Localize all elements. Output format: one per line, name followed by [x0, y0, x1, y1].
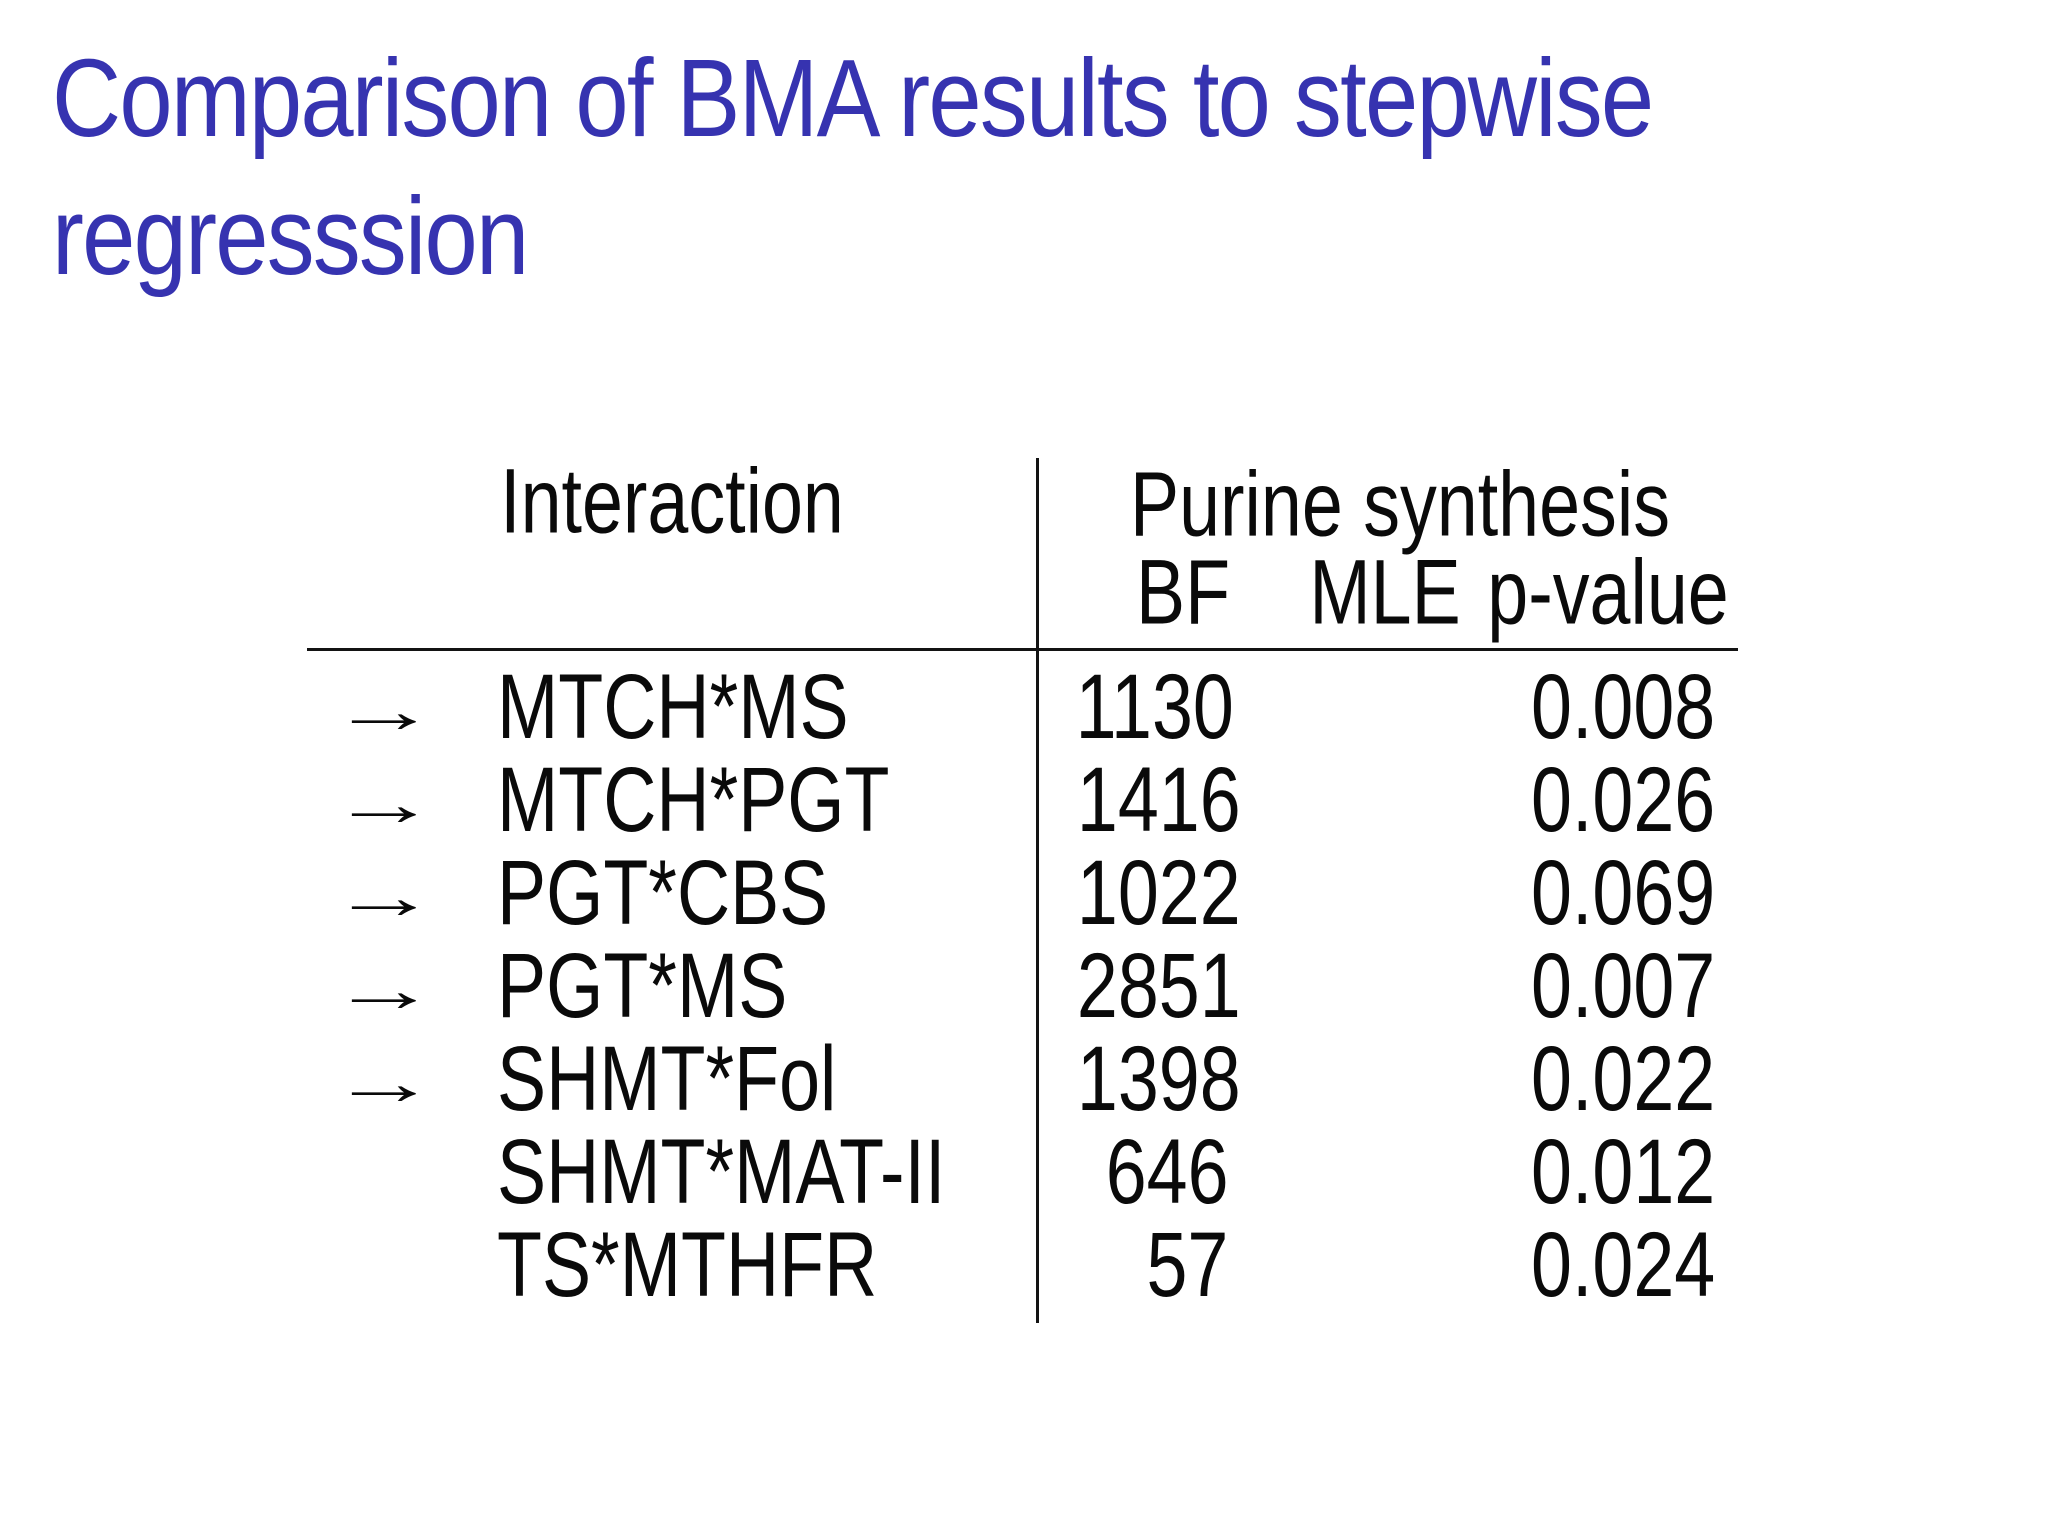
column-header-pvalue: p-value [1487, 541, 1729, 644]
selected-arrow-cell: → [307, 1027, 460, 1132]
column-header-bf: BF [1135, 541, 1231, 644]
interaction-cell: PGT*CBS [497, 842, 829, 944]
table-row: → MTCH*PGT 1416 0.026 [307, 748, 1738, 851]
selected-arrow-cell: → [307, 655, 460, 760]
bf-cell: 1416 [1076, 749, 1241, 851]
table-row: → PGT*CBS 1022 0.069 [307, 841, 1738, 944]
mle-cell [1250, 1120, 1480, 1225]
bf-cell: 1130 [1075, 656, 1234, 758]
table-row: SHMT*MAT-II 646 0.012 [307, 1120, 1738, 1223]
interaction-cell: MTCH*MS [497, 656, 849, 758]
mle-cell [1250, 1213, 1480, 1318]
interaction-cell: MTCH*PGT [497, 749, 890, 851]
bf-cell: 2851 [1076, 935, 1241, 1037]
pvalue-cell: 0.026 [1530, 749, 1715, 851]
interaction-cell: PGT*MS [497, 935, 788, 1037]
results-table: → MTCH*MS 1130 0.008 → MTCH*PGT 1416 0.0… [307, 655, 1738, 1316]
table-row: TS*MTHFR 57 0.024 [307, 1213, 1738, 1316]
pvalue-cell: 0.008 [1530, 656, 1715, 758]
rightarrow-icon: → [329, 768, 438, 839]
selected-arrow-cell: → [307, 748, 460, 853]
bf-cell: 1398 [1076, 1028, 1241, 1130]
bf-cell: 57 [1146, 1214, 1228, 1316]
column-header-interaction: Interaction [500, 450, 844, 553]
pvalue-cell: 0.012 [1530, 1121, 1715, 1223]
selected-arrow-cell: → [307, 934, 460, 1039]
mle-cell [1250, 934, 1480, 1039]
pvalue-cell: 0.007 [1530, 935, 1715, 1037]
rightarrow-icon: → [329, 1047, 438, 1118]
table-header-horizontal-rule [307, 648, 1738, 651]
interaction-cell: SHMT*MAT-II [497, 1121, 946, 1223]
interaction-cell: SHMT*Fol [497, 1028, 837, 1130]
table-row: → MTCH*MS 1130 0.008 [307, 655, 1738, 758]
selected-arrow-cell [307, 1120, 460, 1225]
bf-cell: 1022 [1076, 842, 1241, 944]
slide-title-line-2: regresssion [52, 175, 529, 298]
rightarrow-icon: → [329, 861, 438, 932]
slide-title: Comparison of BMA results to stepwise re… [52, 30, 1654, 306]
rightarrow-icon: → [329, 675, 438, 746]
selected-arrow-cell [307, 1213, 460, 1318]
pvalue-cell: 0.024 [1530, 1214, 1715, 1316]
slide-title-line-1: Comparison of BMA results to stepwise [52, 37, 1654, 160]
column-group-header-purine-synthesis: Purine synthesis [1130, 453, 1670, 556]
mle-cell [1250, 841, 1480, 946]
selected-arrow-cell: → [307, 841, 460, 946]
pvalue-cell: 0.022 [1530, 1028, 1715, 1130]
table-row: → PGT*MS 2851 0.007 [307, 934, 1738, 1037]
mle-cell [1250, 655, 1480, 760]
table-row: → SHMT*Fol 1398 0.022 [307, 1027, 1738, 1130]
mle-cell [1250, 748, 1480, 853]
table-vertical-rule [1036, 458, 1039, 1323]
column-header-mle: MLE [1309, 541, 1461, 644]
mle-cell [1250, 1027, 1480, 1132]
bf-cell: 646 [1105, 1121, 1228, 1223]
rightarrow-icon: → [329, 954, 438, 1025]
pvalue-cell: 0.069 [1530, 842, 1715, 944]
interaction-cell: TS*MTHFR [497, 1214, 878, 1316]
